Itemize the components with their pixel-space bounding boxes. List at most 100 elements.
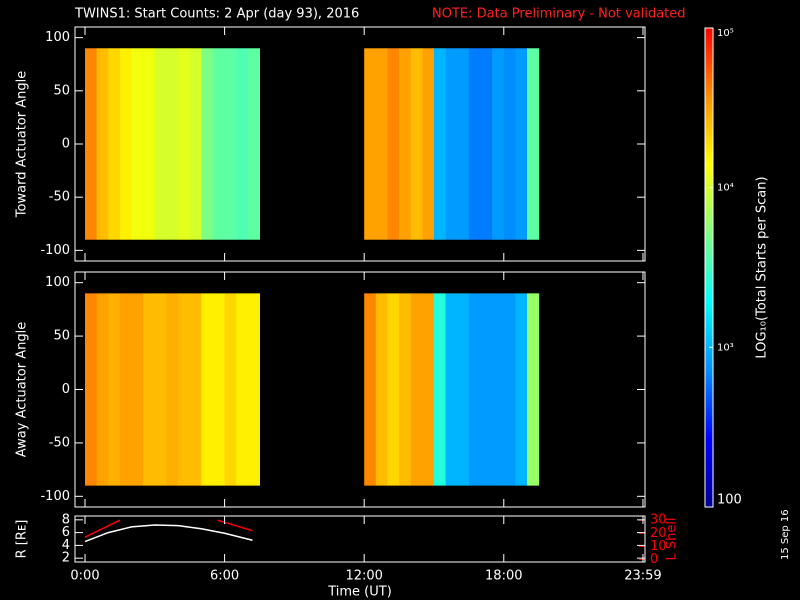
heatmap-cell xyxy=(387,48,400,240)
heatmap-cell xyxy=(480,293,493,486)
chart-title: TWINS1: Start Counts: 2 Apr (day 93), 20… xyxy=(74,7,359,22)
y-tick-label: 6 xyxy=(62,525,70,540)
y-axis-label: R [Rᴇ] xyxy=(15,520,30,559)
heatmap-cell xyxy=(527,48,540,240)
line xyxy=(217,519,253,532)
heatmap-cell xyxy=(131,48,144,240)
heatmap-cell xyxy=(189,48,202,240)
colorbar-tick-label: 10³ xyxy=(717,342,734,353)
y2-tick-label: 20 xyxy=(650,526,667,541)
colorbar-tick-label: 10⁵ xyxy=(717,28,734,39)
heatmap-cell xyxy=(433,293,447,486)
y2-tick-label: 0 xyxy=(650,552,658,567)
y-tick-label: -50 xyxy=(49,190,70,205)
y-tick-label: 100 xyxy=(45,275,70,290)
heatmap-cell xyxy=(515,48,528,240)
heatmap-cell xyxy=(422,293,435,486)
heatmap-cell xyxy=(85,293,98,486)
y-tick-label: 0 xyxy=(62,137,70,152)
heatmap-cell xyxy=(387,293,400,486)
panel: -100 -50 0 50 100 Toward Actuator Angle xyxy=(15,26,646,262)
heatmap-cell xyxy=(178,48,191,240)
y-tick-label: -100 xyxy=(40,243,70,258)
heatmap-cell xyxy=(364,48,377,240)
y-tick-label: 100 xyxy=(45,30,70,45)
heatmap-cell xyxy=(503,293,516,486)
x-axis-label: Time (UT) xyxy=(327,585,392,600)
panel-frame xyxy=(74,515,646,563)
y2-tick-label: 10 xyxy=(650,539,667,554)
heatmap-cell xyxy=(236,48,249,240)
heatmap-cell xyxy=(201,293,214,486)
heatmap-cell xyxy=(492,293,505,486)
heatmap-cell xyxy=(108,293,121,486)
date-stamp: 15 Sep 16 xyxy=(780,509,791,560)
heatmap-cell xyxy=(375,48,388,240)
x-tick-label: 18:00 xyxy=(485,569,522,584)
line xyxy=(84,524,253,543)
heatmap-cell xyxy=(433,48,447,240)
heatmap-cell xyxy=(492,48,505,240)
heatmap-cell xyxy=(503,48,516,240)
heatmap-cell xyxy=(166,48,179,240)
heatmap-cell xyxy=(96,293,109,486)
y-tick-label: -50 xyxy=(49,435,70,450)
heatmap-cell xyxy=(515,293,528,486)
heatmap-cell xyxy=(445,48,458,240)
y2-tick-label: 30 xyxy=(650,513,667,528)
heatmap-cell xyxy=(212,48,226,240)
heatmap-cell xyxy=(236,293,249,486)
heatmap-cell xyxy=(224,293,237,486)
colorbar-tick-label: 10⁴ xyxy=(717,183,734,194)
y-tick-label: 2 xyxy=(62,551,70,566)
heatmap-cell xyxy=(143,293,156,486)
heatmap-cell xyxy=(85,48,98,240)
heatmap-cell xyxy=(457,293,470,486)
y-tick-label: 4 xyxy=(62,538,70,553)
heatmap-cell xyxy=(119,293,133,486)
x-tick-label: 6:00 xyxy=(210,569,239,584)
heatmap-cell xyxy=(166,293,179,486)
heatmap-cell xyxy=(154,48,167,240)
heatmap-cell xyxy=(422,48,435,240)
heatmap-cell xyxy=(119,48,133,240)
note: NOTE: Data Preliminary - Not validated xyxy=(432,7,686,22)
heatmap-cell xyxy=(154,293,167,486)
heatmap-cell xyxy=(143,48,156,240)
heatmap-cell xyxy=(480,48,493,240)
heatmap-cell xyxy=(410,293,423,486)
heatmap-cell xyxy=(364,293,377,486)
y-tick-label: -100 xyxy=(40,489,70,504)
colorbar xyxy=(704,27,714,508)
heatmap-cell xyxy=(201,48,214,240)
heatmap-cell xyxy=(189,293,202,486)
heatmap-cell xyxy=(247,293,260,486)
y2-axis-label: L Shell xyxy=(665,517,680,560)
heatmap-cell xyxy=(399,293,412,486)
panel: -100 -50 0 50 100 Away Actuator Angle xyxy=(15,271,646,508)
x-tick-label: 12:00 xyxy=(345,569,382,584)
heatmap-cell xyxy=(224,48,237,240)
heatmap-cell xyxy=(108,48,121,240)
heatmap-cell xyxy=(247,48,260,240)
heatmap-cell xyxy=(410,48,423,240)
heatmap-cell xyxy=(131,293,144,486)
heatmap-cell xyxy=(457,48,470,240)
heatmap-cell xyxy=(527,293,540,486)
heatmap-cell xyxy=(212,293,226,486)
colorbar-label: LOG₁₀(Total Starts per Scan) xyxy=(755,176,770,358)
heatmap-cell xyxy=(178,293,191,486)
heatmap-cell xyxy=(445,293,458,486)
line xyxy=(84,519,121,538)
y-axis-label: Away Actuator Angle xyxy=(15,322,30,457)
heatmap-cell xyxy=(468,48,482,240)
y-axis-label: Toward Actuator Angle xyxy=(15,71,30,218)
y-tick-label: 50 xyxy=(53,329,70,344)
y-tick-label: 8 xyxy=(62,512,70,527)
heatmap-cell xyxy=(375,293,388,486)
heatmap-cell xyxy=(96,48,109,240)
x-tick-label: 23:59 xyxy=(624,569,661,584)
